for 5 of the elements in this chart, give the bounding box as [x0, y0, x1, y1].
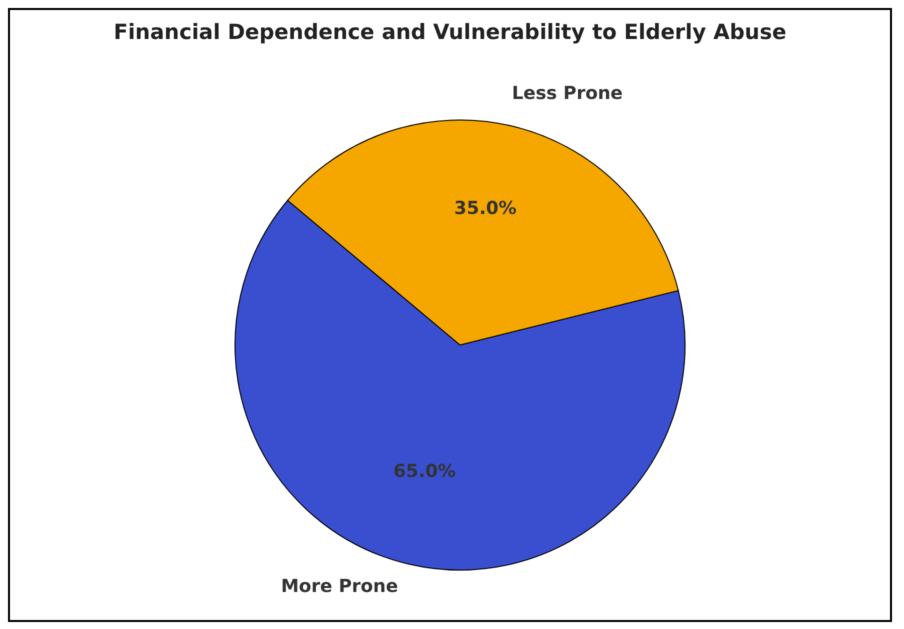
data-label: 35.0% — [454, 198, 517, 219]
slice-label: More Prone — [280, 576, 398, 598]
data-label: 65.0% — [393, 461, 456, 482]
chart-title: Financial Dependence and Vulnerability to Elderly Abuse — [112, 19, 788, 44]
slice-label: Less Prone — [512, 82, 623, 104]
